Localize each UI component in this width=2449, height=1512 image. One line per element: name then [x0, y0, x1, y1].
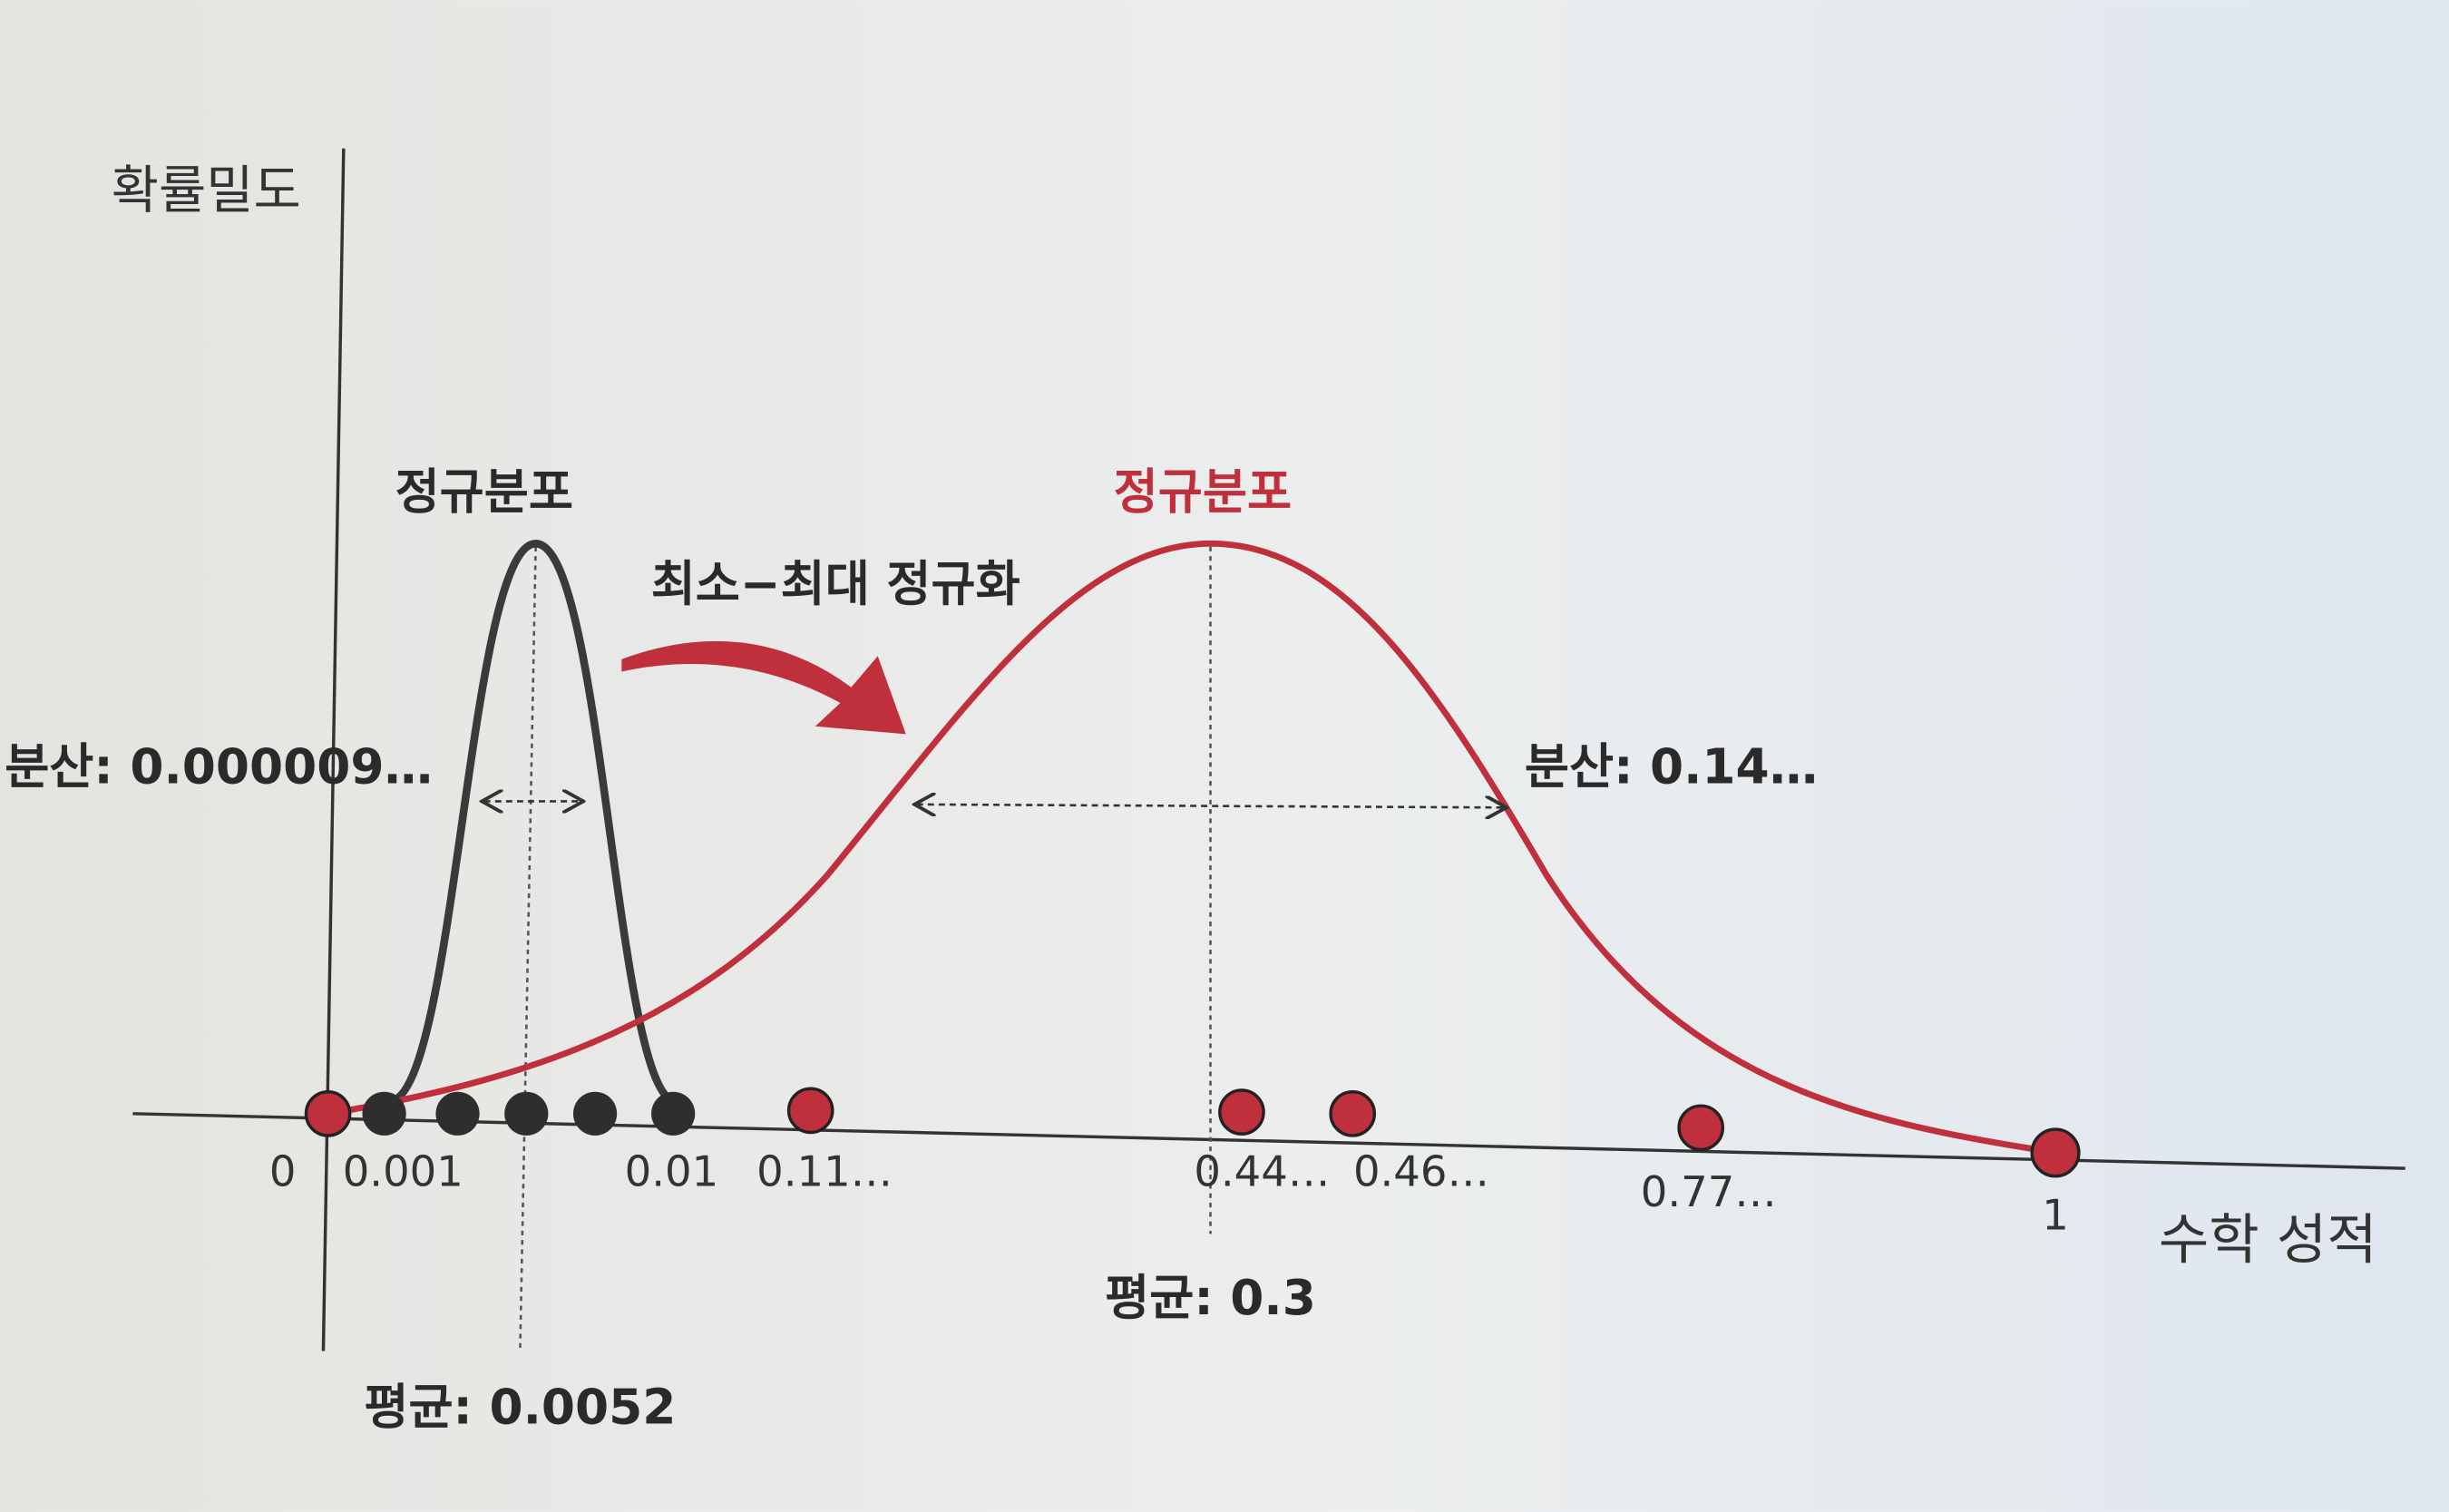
tick-label: 0.46… [1353, 1146, 1489, 1195]
tick-label: 0.11… [756, 1146, 893, 1195]
y-axis [321, 148, 346, 1351]
point [304, 1089, 352, 1137]
original-label: 정규분포 [395, 463, 573, 521]
normalized-mean: 평균: 0.3 [1105, 1269, 1316, 1326]
tick-label: 0.01 [625, 1146, 719, 1195]
tick-label: 0.001 [343, 1146, 463, 1195]
points [304, 1087, 2081, 1178]
tick-label: 0.77… [1641, 1167, 1777, 1216]
normalized-variance: 분산: 0.14… [1525, 738, 1818, 795]
point [1329, 1089, 1377, 1137]
tick-label: 1 [2042, 1191, 2069, 1240]
original-mean: 평균: 0.0052 [364, 1379, 676, 1436]
point [1218, 1088, 1265, 1136]
x-axis-label: 수학 성적 [2159, 1208, 2377, 1272]
tick-label: 0 [269, 1146, 297, 1195]
point [435, 1091, 480, 1136]
original-variance: 분산: 0.000009… [5, 738, 433, 795]
point [572, 1091, 618, 1136]
point [504, 1091, 549, 1136]
transform-label: 최소−최대 정규화 [651, 555, 1020, 612]
point [651, 1091, 696, 1136]
point [1677, 1104, 1725, 1152]
mean-line [519, 546, 537, 1351]
transform-arrow [621, 640, 906, 735]
original-curve [389, 540, 677, 1106]
tick-label: 0.44… [1194, 1146, 1330, 1195]
normalized-label: 정규분포 [1114, 463, 1292, 521]
y-axis-label: 확률밀도 [112, 161, 301, 220]
normalized-curve [327, 540, 2078, 1159]
point [2030, 1127, 2081, 1178]
point [786, 1087, 834, 1135]
point [362, 1091, 406, 1136]
